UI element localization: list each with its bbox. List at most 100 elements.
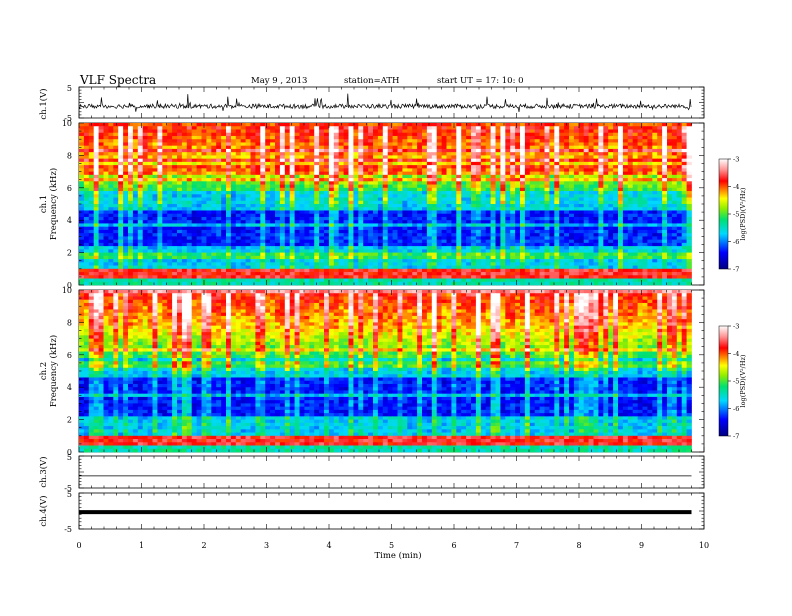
spectrogram-cell (333, 152, 340, 156)
spectrogram-cell (402, 210, 408, 215)
spectrogram-cell (466, 178, 472, 182)
spectrogram-cell (206, 204, 212, 208)
spectrogram-cell (265, 242, 271, 247)
spectrogram-cell (686, 126, 692, 130)
spectrogram-cell (250, 194, 256, 198)
spectrogram-cell (466, 132, 472, 137)
spectrogram-cell (652, 161, 658, 166)
spectrogram-cell (88, 129, 95, 134)
spectrogram-cell (353, 216, 359, 221)
spectrogram-cell (578, 242, 585, 247)
spectrogram-cell (363, 204, 369, 208)
spectrogram-cell (608, 145, 614, 150)
spectrogram-cell (588, 139, 594, 143)
spectrogram-cell (564, 194, 570, 198)
spectrogram-cell (368, 161, 374, 166)
spectrogram-cell (216, 148, 222, 153)
spectrogram-cell (206, 174, 212, 179)
spectrogram-cell (544, 126, 550, 130)
spectrogram-cell (569, 178, 575, 182)
spectrogram-cell (211, 148, 217, 153)
spectrogram-cell (181, 249, 188, 253)
spectrogram-cell (98, 129, 104, 134)
spectrogram-cell (593, 233, 599, 237)
spectrogram-cell (79, 181, 85, 185)
spectrogram-cell (108, 242, 114, 247)
spectrogram-cell (392, 132, 398, 137)
spectrogram-cell (642, 184, 648, 189)
spectrogram-cell (549, 194, 555, 198)
spectrogram-cell (652, 126, 658, 130)
spectrogram-cell (294, 191, 300, 195)
spectrogram-cell (412, 168, 418, 172)
spectrogram-cell (471, 139, 477, 143)
spectrogram-cell (328, 229, 335, 234)
spectrogram-cell (441, 226, 447, 231)
spectrogram-cell (221, 236, 227, 240)
spectrogram-cell (142, 152, 148, 156)
spectrogram-cell (549, 236, 555, 240)
spectrogram-cell (319, 158, 325, 163)
spectrogram-cell (539, 148, 545, 153)
spectrogram-cell (162, 216, 168, 221)
spectrogram-cell (667, 135, 673, 140)
spectrogram-cell (128, 226, 134, 231)
spectrogram-cell (431, 171, 438, 176)
spectrogram-cell (373, 174, 379, 179)
spectrogram-cell (466, 129, 472, 134)
spectrogram-cell (309, 226, 315, 231)
spectrogram-cell (608, 204, 614, 208)
spectrogram-cell (662, 246, 668, 250)
spectrogram-cell (103, 229, 109, 234)
spectrogram-cell (333, 239, 340, 244)
spectrogram-cell (123, 155, 129, 159)
spectrogram-cell (255, 210, 261, 215)
spectrogram-cell (554, 174, 560, 179)
spectrogram-cell (333, 178, 340, 182)
spectrogram-cell (588, 155, 594, 159)
spectrogram-cell (539, 187, 545, 192)
spectrogram-cell (338, 168, 344, 172)
spectrogram-cell (123, 233, 129, 237)
spectrogram-cell (172, 132, 178, 137)
spectrogram-cell (132, 223, 139, 228)
spectrogram-cell (564, 158, 570, 163)
spectrogram-cell (637, 236, 643, 240)
spectrogram-cell (500, 171, 506, 176)
spectrogram-cell (279, 145, 286, 150)
spectrogram-cell (510, 239, 516, 244)
spectrogram-cell (162, 155, 168, 159)
spectrogram-cell (172, 171, 178, 176)
spectrogram-cell (299, 194, 305, 198)
spectrogram-cell (392, 187, 398, 192)
spectrogram-cell (593, 139, 599, 143)
spectrogram-cell (637, 184, 643, 189)
spectrogram-cell (255, 220, 261, 224)
spectrogram-cell (627, 236, 634, 240)
spectrogram-cell (588, 204, 594, 208)
spectrogram-cell (270, 129, 276, 134)
spectrogram-cell (79, 161, 85, 166)
spectrogram-cell (353, 126, 359, 130)
spectrogram-cell (588, 236, 594, 240)
spectrogram-cell (647, 200, 653, 205)
spectrogram-cell (343, 213, 349, 218)
spectrogram-cell (573, 200, 580, 205)
spectrogram-cell (299, 161, 305, 166)
spectrogram-cell (559, 174, 565, 179)
spectrogram-cell (613, 155, 619, 159)
spectrogram-cell (279, 194, 286, 198)
spectrogram-cell (226, 220, 232, 224)
spectrogram-cell (524, 142, 531, 147)
spectrogram-cell (559, 165, 565, 169)
spectrogram-cell (93, 139, 99, 143)
spectrogram-cell (103, 216, 109, 221)
spectrogram-cell (368, 126, 374, 130)
spectrogram-cell (657, 207, 663, 211)
spectrogram-cell (328, 194, 335, 198)
spectrogram-cell (515, 142, 521, 147)
spectrogram-cell (235, 187, 242, 192)
spectrogram-cell (363, 226, 369, 231)
spectrogram-cell (221, 239, 227, 244)
spectrogram-cell (147, 174, 153, 179)
